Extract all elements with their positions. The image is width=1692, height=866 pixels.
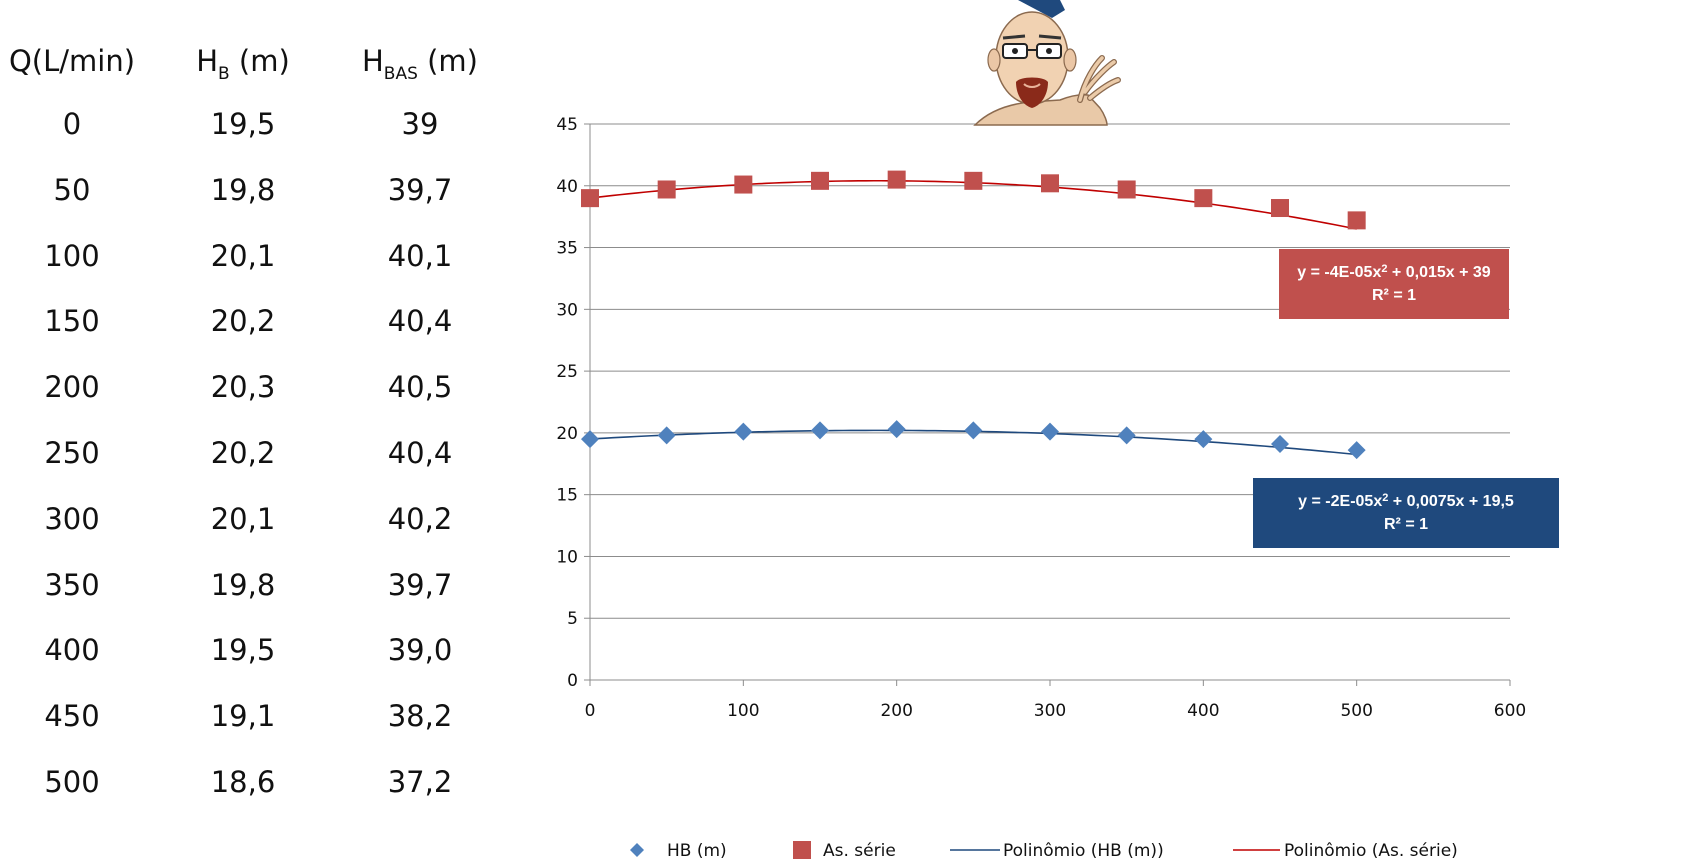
table-cell-q: 0 — [62, 107, 82, 141]
y-tick-label: 15 — [556, 486, 578, 506]
x-tick-label: 200 — [880, 701, 912, 721]
table-cell-hb: 19,5 — [210, 633, 276, 668]
legend-label-poly-hb: Polinômio (HB (m)) — [1003, 841, 1164, 861]
data-point-hb — [964, 421, 983, 440]
x-tick-label: 400 — [1187, 701, 1219, 721]
data-point-as — [964, 171, 983, 190]
header-q: Q(L/min) — [8, 44, 136, 78]
table-cell-hbas: 39,7 — [387, 567, 453, 602]
table-cell-q: 450 — [44, 699, 100, 734]
data-point-as — [1041, 174, 1059, 193]
table-cell-hb: 19,8 — [210, 567, 276, 602]
data-point-hb — [1347, 441, 1366, 460]
data-point-hb — [811, 421, 829, 440]
y-tick-label: 40 — [556, 177, 578, 197]
data-table: Q(L/min) HB (m) HBAS (m) 0 19,5 39 50 19,8 39… — [0, 0, 520, 866]
table-cell-hb: 20,1 — [210, 238, 276, 273]
trendlines — [589, 179, 1357, 456]
table-cell-q: 50 — [53, 172, 91, 207]
table-cell-q: 350 — [44, 567, 100, 602]
header-hbas: HBAS (m) — [361, 44, 479, 84]
y-tick-label: 5 — [567, 609, 578, 629]
legend: HB (m) As. série Polinômio (HB (m)) Poli… — [630, 841, 1458, 861]
x-tick-label: 600 — [1494, 701, 1526, 721]
data-point-as — [1347, 211, 1366, 230]
data-point-hb — [657, 426, 676, 445]
legend-label-as: As. série — [823, 841, 896, 861]
y-tick-label: 30 — [556, 300, 578, 320]
axes: 0 5 10 15 20 25 30 35 40 45 0 100 200 300 400 500 600 — [556, 115, 1526, 721]
legend-label-hb: HB (m) — [667, 841, 727, 861]
equation-box-hb: y = -2E-05x2 + 0,0075x + 19,5 R² = 1 — [1253, 478, 1559, 548]
data-point-as — [887, 170, 906, 189]
table-cell-hbas: 37,2 — [387, 765, 453, 799]
data-point-hb — [887, 420, 906, 439]
table-cell-hbas: 39 — [401, 107, 439, 141]
table-cell-q: 100 — [44, 238, 100, 273]
table-cell-hbas: 40,2 — [387, 501, 453, 536]
character-illustration — [973, 0, 1121, 126]
y-tick-label: 0 — [567, 671, 578, 691]
table-cell-hbas: 38,2 — [387, 699, 453, 734]
table-cell-hbas: 40,1 — [387, 238, 453, 273]
data-point-hb — [581, 430, 599, 449]
data-point-hb — [1117, 426, 1136, 445]
legend-label-poly-as: Polinômio (As. série) — [1284, 841, 1458, 861]
table-cell-hb: 19,1 — [210, 699, 276, 734]
table-cell-hbas: 40,5 — [387, 370, 453, 405]
data-point-as — [811, 171, 829, 190]
table-cell-q: 200 — [44, 370, 100, 405]
table-cell-q: 250 — [44, 436, 100, 470]
table-cell-hbas: 40,4 — [387, 304, 453, 339]
speech-bubble-tail — [1018, 0, 1065, 18]
data-point-as — [1117, 180, 1136, 199]
legend-marker-as — [793, 841, 811, 859]
data-point-as — [657, 180, 676, 199]
data-point-as — [734, 175, 753, 194]
table-cell-hb: 19,8 — [210, 172, 276, 207]
x-tick-label: 100 — [727, 701, 759, 721]
table-cell-hbas: 39,0 — [387, 633, 453, 668]
table-cell-q: 300 — [44, 501, 100, 536]
data-point-hb — [1194, 430, 1213, 449]
table-cell-hb: 20,1 — [210, 501, 276, 536]
table-cell-q: 150 — [44, 304, 100, 339]
legend-marker-hb — [630, 843, 644, 857]
table-cell-hb: 20,2 — [210, 436, 276, 470]
equation-box-as: y = -4E-05x2 + 0,015x + 39 R² = 1 — [1279, 249, 1509, 319]
table-cell-q: 500 — [44, 765, 100, 799]
data-point-hb — [734, 422, 753, 441]
data-points — [581, 170, 1366, 460]
header-hb: HB (m) — [196, 44, 290, 84]
data-point-hb — [1041, 422, 1059, 441]
x-tick-label: 500 — [1340, 701, 1372, 721]
y-tick-label: 10 — [556, 547, 578, 567]
x-tick-label: 300 — [1034, 701, 1066, 721]
table-cell-hb: 19,5 — [210, 107, 276, 141]
table-cell-hb: 20,3 — [210, 370, 276, 405]
y-tick-label: 45 — [556, 115, 578, 135]
data-point-as — [1194, 189, 1213, 208]
data-point-as — [1271, 199, 1289, 218]
data-point-as — [581, 189, 599, 208]
y-tick-label: 20 — [556, 424, 578, 444]
table-cell-q: 400 — [44, 633, 100, 668]
y-tick-label: 25 — [556, 362, 578, 382]
table-cell-hbas: 40,4 — [387, 436, 453, 470]
table-cell-hbas: 39,7 — [387, 172, 453, 207]
table-cell-hb: 20,2 — [210, 304, 276, 339]
data-point-hb — [1271, 435, 1289, 454]
table-cell-hb: 18,6 — [210, 765, 276, 799]
y-tick-label: 35 — [556, 239, 578, 259]
x-tick-label: 0 — [585, 701, 596, 721]
